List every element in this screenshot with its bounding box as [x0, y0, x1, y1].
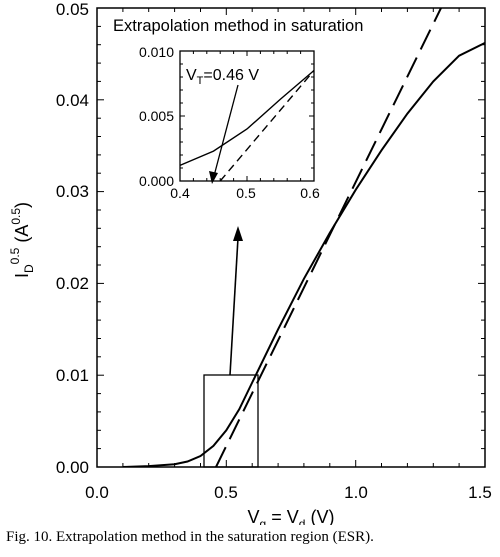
main-plot-frame [96, 7, 486, 468]
zoom-box [203, 374, 259, 468]
main-ticks [96, 7, 486, 468]
x-tick-label: 0.5 [214, 483, 238, 502]
inset-ticks [179, 50, 315, 182]
inset-x-tick-label: 0.5 [236, 185, 256, 201]
y-tick-label: 0.05 [56, 0, 89, 19]
main-x-tick-labels: 0.0 0.5 1.0 1.5 [85, 483, 492, 502]
inset-measured-curve [180, 69, 314, 167]
y-tick-label: 0.03 [56, 182, 89, 201]
x-tick-label: 1.0 [344, 483, 368, 502]
y-tick-label: 0.02 [56, 274, 89, 293]
main-dashed-fit-line [215, 8, 442, 467]
main-measured-curve [122, 42, 485, 467]
x-axis-label: Vg = Vd (V) [248, 507, 335, 525]
inset-x-tick-label: 0.4 [170, 185, 190, 201]
y-tick-label: 0.01 [56, 366, 89, 385]
inset-y-tick-label: 0.005 [139, 108, 174, 124]
inset-x-tick-labels: 0.4 0.5 0.6 [170, 185, 320, 201]
x-tick-label: 0.0 [85, 483, 109, 502]
inset-y-tick-label: 0.010 [139, 44, 174, 60]
inset-dashed-fit-line [219, 70, 314, 181]
vt-arrow-head [209, 171, 218, 184]
inset-y-tick-label: 0.000 [139, 173, 174, 189]
zoom-arrow-head [233, 226, 243, 241]
inset-y-tick-labels: 0.000 0.005 0.010 [139, 44, 174, 189]
inset-background [180, 51, 314, 181]
zoom-arrow [229, 237, 239, 376]
y-tick-label: 0.00 [56, 458, 89, 477]
y-axis-label: ID0.5 (A0.5) [8, 202, 36, 278]
chart-title: Extrapolation method in saturation [113, 17, 363, 35]
x-tick-label: 1.5 [468, 483, 492, 502]
inset-series [180, 69, 314, 181]
vt-annotation: VT=0.46 V [186, 67, 259, 87]
y-tick-label: 0.04 [56, 91, 89, 110]
figure-caption: Fig. 10. Extrapolation method in the sat… [6, 529, 374, 545]
inset-x-tick-label: 0.6 [300, 185, 320, 201]
vt-arrow [213, 84, 239, 177]
main-y-tick-labels: 0.00 0.01 0.02 0.03 0.04 0.05 [56, 0, 89, 477]
main-series [122, 8, 485, 467]
chart: 0.0 0.5 1.0 1.5 0.00 0.01 0.02 0.03 0.04… [8, 0, 492, 525]
